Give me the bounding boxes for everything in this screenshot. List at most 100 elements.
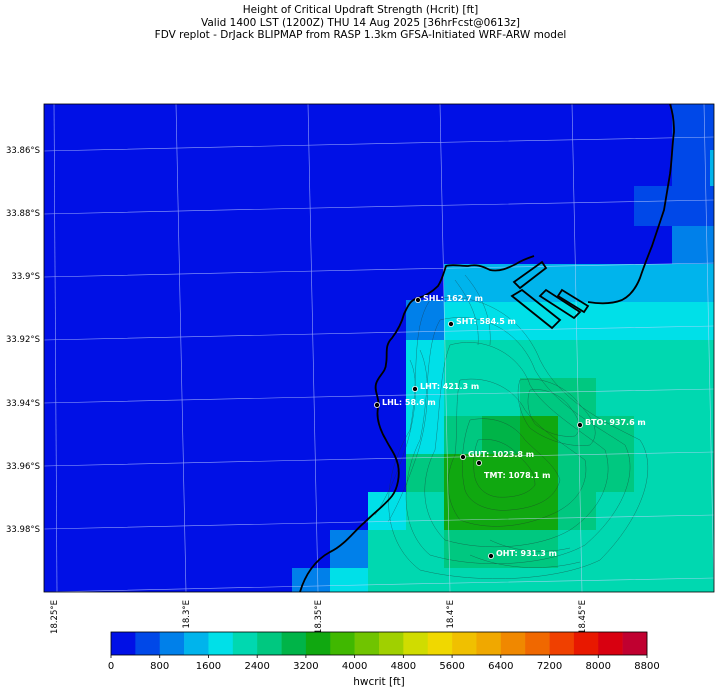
colorbar-swatch (330, 632, 355, 655)
station-oht[interactable]: OHT: 931.3 m (487, 549, 557, 560)
lat-label: 33.92°S (6, 335, 40, 345)
map-title: Height of Critical Updraft Strength (Hcr… (0, 4, 721, 42)
lon-label: 18.3°E (182, 600, 192, 629)
field-cell (634, 416, 714, 592)
field-cell (444, 454, 558, 492)
colorbar-swatch (257, 632, 282, 655)
field-cell (444, 340, 714, 378)
station-tmt[interactable]: TMT: 1078.1 m (475, 459, 550, 480)
station-gut[interactable]: GUT: 1023.8 m (459, 450, 534, 460)
title-line-2: Valid 1400 LST (1200Z) THU 14 Aug 2025 [… (201, 16, 520, 29)
colorbar-ticks: 0 800 1600 2400 3200 4000 4800 5600 6400 7200 8000… (108, 655, 660, 672)
station-sht[interactable]: SHT: 584.5 m (447, 317, 516, 327)
field-cell (596, 378, 714, 416)
field-cell (558, 454, 596, 492)
field-cell (368, 492, 406, 530)
colorbar-swatch (379, 632, 404, 655)
colorbar-tick-label: 800 (150, 661, 169, 672)
colorbar-swatch (549, 632, 575, 655)
station-bto[interactable]: BTO: 937.6 m (577, 418, 646, 428)
lon-label: 18.45°E (578, 600, 588, 634)
field-cell (596, 454, 634, 492)
colorbar-swatch (135, 632, 161, 655)
field-cell (672, 104, 714, 146)
lat-label: 33.9°S (11, 272, 40, 282)
colorbar-swatches (111, 632, 648, 655)
graticule (44, 104, 714, 592)
colorbar-swatch (598, 632, 623, 655)
station-gut-marker (459, 453, 466, 460)
colorbar-swatch (403, 632, 429, 655)
title-line-1: Height of Critical Updraft Strength (Hcr… (242, 4, 479, 16)
field-cell (292, 568, 330, 592)
lat-label: 33.98°S (6, 525, 40, 535)
colorbar-tick-label: 1600 (196, 661, 221, 672)
station-shl[interactable]: SHL: 162.7 m (414, 294, 483, 303)
field-cell (330, 568, 368, 592)
colorbar-tick-label: 0 (108, 661, 114, 672)
title-line-3: FDV replot - DrJack BLIPMAP from RASP 1.… (154, 29, 567, 41)
colorbar-tick-label: 7200 (537, 661, 562, 672)
field-cell (596, 264, 714, 302)
station-lhl[interactable]: LHL: 58.6 m (373, 398, 436, 408)
colorbar-swatch (573, 632, 599, 655)
lat-label: 33.96°S (6, 462, 40, 472)
station-lhl-label: LHL: 58.6 m (382, 398, 436, 407)
map-frame (43, 103, 715, 593)
colorbar-swatch (427, 632, 453, 655)
station-oht-label: OHT: 931.3 m (496, 549, 557, 558)
colorbar-swatch (232, 632, 258, 655)
station-lhl-marker (373, 401, 380, 408)
station-sht-label: SHT: 584.5 m (456, 317, 516, 326)
colorbar-swatch (281, 632, 307, 655)
station-tmt-label: TMT: 1078.1 m (484, 471, 550, 480)
colorbar-swatch (525, 632, 550, 655)
lon-label: 18.4°E (446, 600, 456, 629)
station-lht[interactable]: LHT: 421.3 m (411, 382, 479, 392)
colorbar-frame (110, 631, 648, 656)
field-cell (444, 492, 558, 530)
colorbar-tick-label: 2400 (244, 661, 269, 672)
colorbar-swatch (208, 632, 234, 655)
lat-label: 33.94°S (6, 399, 40, 409)
station-shl-marker (414, 296, 421, 303)
colorbar-swatch (159, 632, 185, 655)
lat-label: 33.88°S (6, 209, 40, 219)
lon-label: 18.35°E (314, 600, 324, 634)
field-cell (672, 226, 714, 264)
station-bto-label: BTO: 937.6 m (585, 418, 646, 427)
colorbar-tick-label: 4800 (391, 661, 416, 672)
colorbar-swatch (500, 632, 526, 655)
field-cell (672, 146, 714, 186)
station-lht-marker (411, 385, 418, 392)
lat-label: 33.86°S (6, 146, 40, 156)
station-shl-label: SHL: 162.7 m (423, 294, 483, 303)
coastline (299, 104, 675, 592)
colorbar-label: hwcrit [ft] (353, 676, 405, 688)
colorbar-swatch (354, 632, 380, 655)
colorbar-swatch (622, 632, 648, 655)
colorbar-tick-label: 5600 (439, 661, 464, 672)
colorbar-swatch (452, 632, 477, 655)
colorbar-swatch (305, 632, 331, 655)
station-markers: SHL: 162.7 m SHT: 584.5 m LHT: 421.3 m L… (373, 294, 646, 560)
station-lht-label: LHT: 421.3 m (420, 382, 479, 391)
colorbar-tick-label: 8800 (634, 661, 659, 672)
latitude-labels: 33.86°S 33.88°S 33.9°S 33.92°S 33.94°S 3… (6, 146, 40, 535)
field-cell (710, 150, 714, 186)
station-tmt-marker (475, 459, 482, 466)
colorbar-swatch (476, 632, 502, 655)
colorbar-swatch (184, 632, 209, 655)
station-sht-marker (447, 320, 454, 327)
station-bto-marker (577, 421, 584, 428)
longitude-labels: 18.25°E 18.3°E 18.35°E 18.4°E 18.45°E (50, 600, 588, 634)
lon-label: 18.25°E (50, 600, 60, 634)
field-cell (558, 530, 596, 592)
station-gut-label: GUT: 1023.8 m (468, 450, 534, 459)
colorbar-tick-label: 3200 (293, 661, 318, 672)
colorbar: 0 800 1600 2400 3200 4000 4800 5600 6400 7200 8000… (108, 631, 660, 688)
field-cell (634, 186, 714, 226)
terrain-contours (374, 274, 648, 579)
field-cell (558, 492, 596, 530)
